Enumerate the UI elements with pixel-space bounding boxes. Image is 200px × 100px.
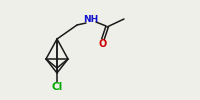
Text: O: O: [99, 39, 107, 49]
Text: Cl: Cl: [51, 82, 63, 92]
Text: NH: NH: [83, 16, 99, 24]
